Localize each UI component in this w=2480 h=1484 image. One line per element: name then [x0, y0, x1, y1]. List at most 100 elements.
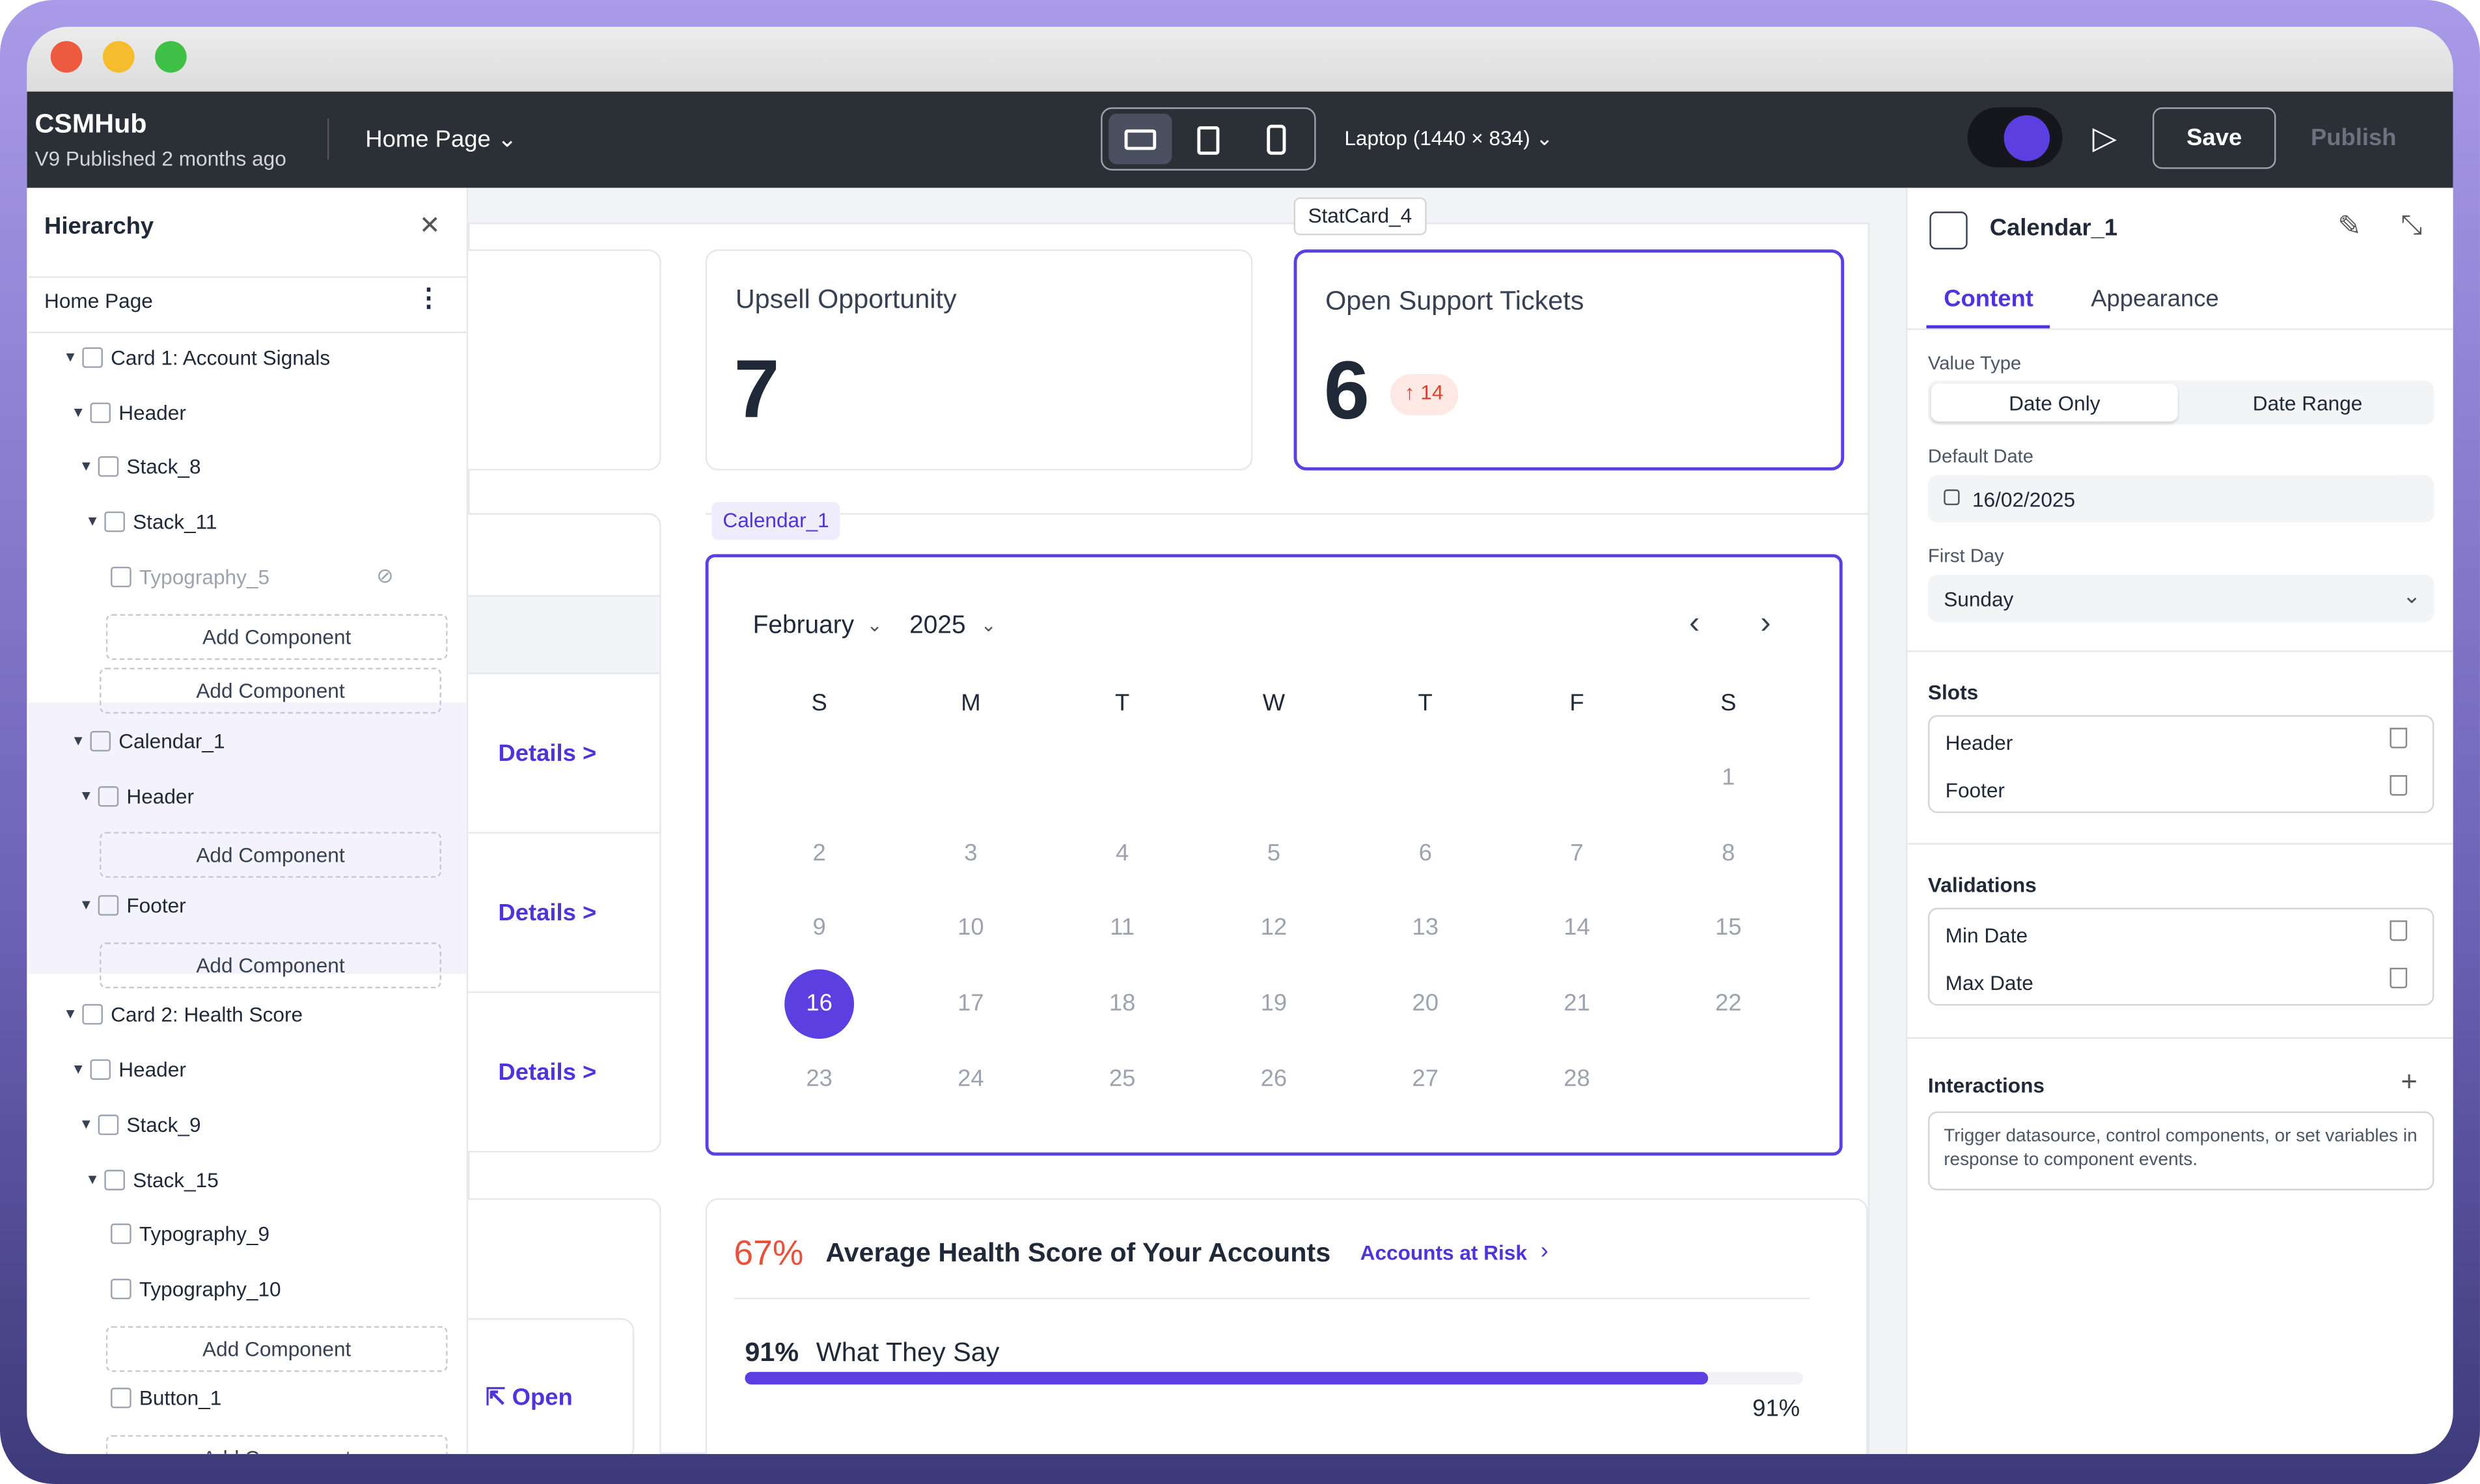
day[interactable]: 27: [1412, 1065, 1439, 1092]
day[interactable]: 24: [958, 1065, 984, 1092]
day[interactable]: 6: [1418, 839, 1432, 866]
add-component-btn[interactable]: Add Component: [105, 1435, 448, 1454]
node-label[interactable]: Card 2: Health Score: [111, 1003, 303, 1027]
page-select[interactable]: Home Page ⌄: [365, 126, 517, 154]
day[interactable]: 2: [812, 839, 826, 866]
tablet-btn[interactable]: [1197, 126, 1220, 155]
day[interactable]: 15: [1715, 914, 1742, 942]
day[interactable]: 8: [1722, 839, 1735, 866]
node-label[interactable]: Typography_5: [139, 564, 270, 589]
node-label[interactable]: Calendar_1: [118, 729, 225, 753]
day[interactable]: 25: [1109, 1065, 1136, 1092]
tab[interactable]: Appearance: [2091, 286, 2219, 313]
delete-btn[interactable]: [2390, 967, 2408, 989]
day[interactable]: 20: [1412, 990, 1439, 1017]
details-link[interactable]: Details >: [498, 900, 597, 927]
option[interactable]: Date Only: [2009, 391, 2101, 415]
day[interactable]: 5: [1267, 839, 1281, 866]
year-select[interactable]: 2025: [909, 612, 966, 640]
expand-arrow[interactable]: ▼: [63, 349, 77, 365]
more-btn[interactable]: ⋮: [416, 286, 441, 313]
day[interactable]: 19: [1260, 990, 1288, 1017]
delete-btn[interactable]: [2390, 728, 2408, 749]
add-component-btn[interactable]: Add Component: [100, 832, 441, 879]
collapse-btn[interactable]: ⤡: [2401, 210, 2423, 240]
next-btn[interactable]: ›: [1760, 606, 1771, 641]
day[interactable]: 17: [958, 990, 984, 1017]
node-label[interactable]: Stack_11: [133, 510, 217, 534]
day[interactable]: 12: [1260, 914, 1288, 942]
day[interactable]: 26: [1260, 1065, 1288, 1092]
node-label[interactable]: Stack_15: [133, 1167, 219, 1192]
add-component-btn[interactable]: Add Component: [100, 668, 441, 714]
publish-btn[interactable]: Publish: [2310, 124, 2397, 152]
tab[interactable]: Content: [1944, 286, 2033, 313]
expand-arrow[interactable]: ▼: [85, 513, 100, 529]
option[interactable]: Date Range: [2252, 391, 2363, 415]
expand-arrow[interactable]: ▼: [85, 1170, 100, 1187]
close-btn[interactable]: ✕: [419, 213, 441, 240]
day[interactable]: 23: [806, 1065, 833, 1092]
edit-btn[interactable]: ✎: [2337, 210, 2362, 242]
node-label[interactable]: Header: [126, 784, 194, 808]
node-label[interactable]: Typography_9: [139, 1222, 270, 1246]
day[interactable]: 14: [1564, 914, 1590, 942]
day[interactable]: 18: [1109, 990, 1136, 1017]
day[interactable]: 21: [1564, 990, 1590, 1017]
day[interactable]: 10: [958, 914, 984, 942]
delete-btn[interactable]: [2390, 775, 2408, 796]
maximize-dot[interactable]: [155, 41, 187, 73]
node-label[interactable]: Typography_10: [139, 1276, 281, 1301]
node-label[interactable]: Card 1: Account Signals: [111, 346, 331, 370]
select[interactable]: Sunday ⌄: [1927, 574, 2434, 622]
prev-btn[interactable]: ‹: [1689, 606, 1700, 641]
add-interaction[interactable]: +: [2401, 1065, 2418, 1097]
day[interactable]: 22: [1715, 990, 1742, 1017]
mobile-btn[interactable]: [1267, 124, 1286, 155]
add-component-btn[interactable]: Add Component: [100, 942, 441, 988]
laptop-btn[interactable]: [1109, 113, 1172, 165]
node-label[interactable]: Button_1: [139, 1386, 222, 1410]
health-link[interactable]: Accounts at Risk: [1360, 1241, 1527, 1265]
node-label[interactable]: Stack_8: [126, 455, 201, 479]
minimize-dot[interactable]: [102, 41, 135, 73]
expand-arrow[interactable]: ▼: [63, 1006, 77, 1023]
close-dot[interactable]: [50, 41, 83, 73]
day[interactable]: 4: [1116, 839, 1129, 866]
node-label[interactable]: Header: [118, 400, 186, 424]
node-label[interactable]: Header: [118, 1058, 186, 1082]
expand-arrow[interactable]: ▼: [71, 404, 86, 420]
add-component-btn[interactable]: Add Component: [105, 1325, 448, 1371]
expand-arrow[interactable]: ▼: [79, 787, 94, 803]
open-link[interactable]: ⇱ Open: [485, 1384, 573, 1412]
details-link[interactable]: Details >: [498, 740, 597, 767]
year-caret[interactable]: ⌄: [980, 614, 997, 637]
health-arrow[interactable]: ›: [1540, 1237, 1549, 1265]
details-link[interactable]: Details >: [498, 1059, 597, 1086]
expand-arrow[interactable]: ▼: [79, 458, 94, 474]
node-label[interactable]: Footer: [126, 893, 186, 918]
node-label[interactable]: Stack_9: [126, 1112, 201, 1136]
month-caret[interactable]: ⌄: [866, 614, 883, 637]
device-select[interactable]: Laptop (1440 × 834) ⌄: [1344, 126, 1554, 150]
day[interactable]: 13: [1412, 914, 1439, 942]
expand-arrow[interactable]: ▼: [79, 1116, 94, 1132]
day[interactable]: 3: [964, 839, 978, 866]
day[interactable]: 9: [812, 914, 826, 942]
expand-arrow[interactable]: ▼: [71, 1061, 86, 1077]
preview-btn[interactable]: ▷: [2092, 121, 2117, 157]
date-input[interactable]: 16/02/2025: [1927, 475, 2434, 523]
expand-arrow[interactable]: ▼: [71, 732, 86, 749]
day[interactable]: 7: [1570, 839, 1584, 866]
add-component-btn[interactable]: Add Component: [105, 613, 448, 659]
day[interactable]: 16: [806, 990, 833, 1017]
toggle[interactable]: [1967, 107, 2063, 168]
day[interactable]: 11: [1110, 914, 1135, 942]
delete-btn[interactable]: [2390, 920, 2408, 941]
expand-arrow[interactable]: ▼: [79, 896, 94, 913]
save-btn[interactable]: Save: [2152, 107, 2276, 169]
month-select[interactable]: February: [752, 612, 855, 640]
day[interactable]: 28: [1564, 1065, 1590, 1092]
day[interactable]: 1: [1722, 763, 1735, 791]
